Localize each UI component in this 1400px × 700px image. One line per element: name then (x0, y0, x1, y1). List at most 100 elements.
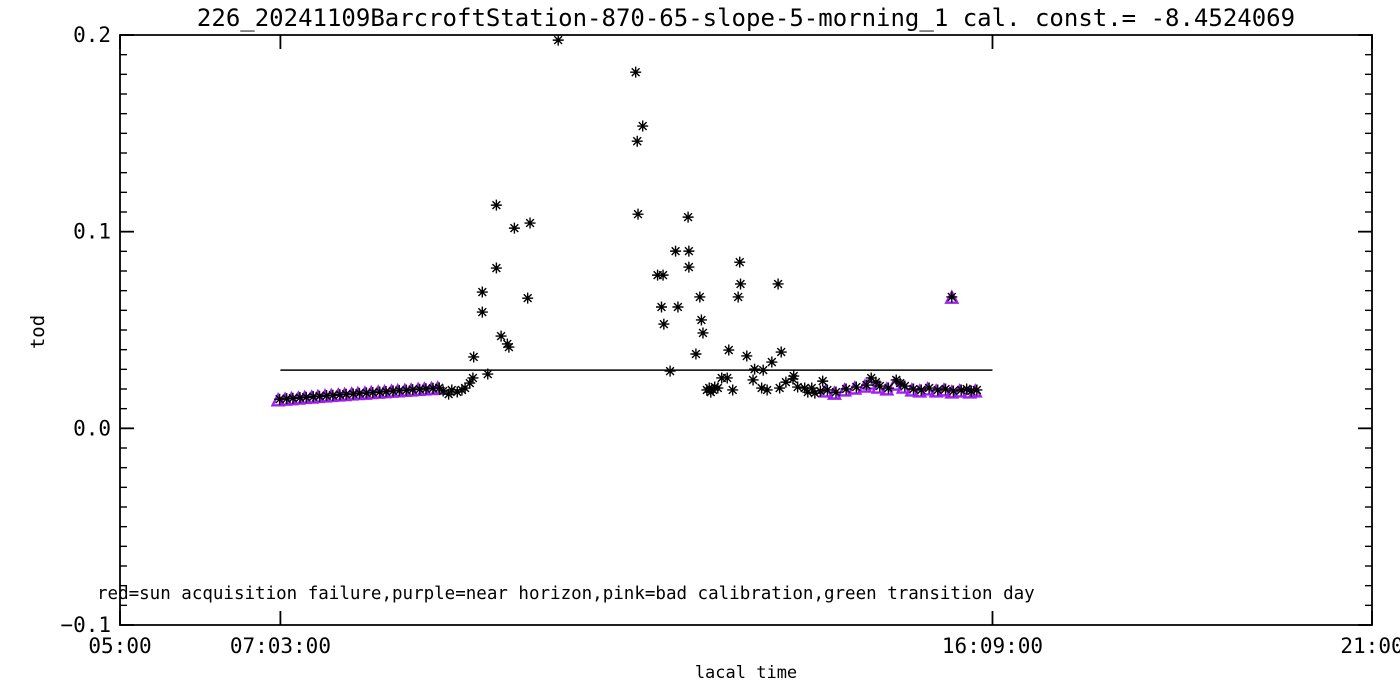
data-point-asterisk (840, 383, 852, 395)
data-point-asterisk (870, 376, 882, 388)
data-point-asterisk (915, 384, 927, 396)
data-point-asterisk (775, 346, 787, 358)
data-point-asterisk (761, 384, 773, 396)
data-point-asterisk (630, 66, 642, 78)
data-point-asterisk (347, 388, 359, 400)
data-point-asterisk (467, 372, 479, 384)
data-point-asterisk (882, 382, 894, 394)
data-point-asterisk (772, 278, 784, 290)
x-tick-label: 05:00 (88, 634, 151, 658)
data-point-asterisk (414, 383, 426, 395)
data-point-asterisk (340, 388, 352, 400)
x-tick-label: 07:03:00 (230, 634, 331, 658)
data-point-asterisk (501, 338, 513, 350)
data-point-asterisk (683, 261, 695, 273)
x-axis-ticks (119, 35, 1373, 625)
y-tick-label: 0.0 (73, 416, 111, 440)
data-point-asterisk (821, 384, 833, 396)
data-point-asterisk (314, 390, 326, 402)
data-point-asterisk (476, 286, 488, 298)
data-point-asterisk (721, 372, 733, 384)
data-point-asterisk (393, 385, 405, 397)
data-point-asterisk (747, 374, 759, 386)
data-point-asterisk (490, 262, 502, 274)
data-point-asterisk (655, 301, 667, 313)
data-point-asterisk (923, 382, 935, 394)
data-point-asterisk (407, 384, 419, 396)
data-point-asterisk (727, 384, 739, 396)
data-point-asterisk (400, 384, 412, 396)
data-point-asterisk (971, 384, 983, 396)
data-point-asterisk (792, 381, 804, 393)
data-point-asterisk (459, 382, 471, 394)
plot-frame (119, 34, 1373, 626)
data-point-asterisk (961, 383, 973, 395)
data-point-asterisk (874, 380, 886, 392)
data-point-asterisk (694, 291, 706, 303)
data-point-asterisk (658, 318, 670, 330)
data-point-asterisk (300, 391, 312, 403)
data-point-asterisk (524, 217, 536, 229)
data-point-asterisk (965, 385, 977, 397)
data-point-asterisk (456, 384, 468, 396)
data-point-asterisk (287, 392, 299, 404)
y-tick-label: −0.1 (60, 613, 111, 637)
y-tick-label: 0.1 (73, 220, 111, 244)
data-point-asterisk (637, 120, 649, 132)
data-point-asterisk (734, 256, 746, 268)
data-point-asterisk (683, 245, 695, 257)
axes-box (119, 34, 1373, 626)
data-point-asterisk (799, 382, 811, 394)
data-point-asterisk (955, 384, 967, 396)
data-point-asterisk (865, 372, 877, 384)
y-axis-label: tod (27, 315, 49, 349)
data-point-asterisk (861, 379, 873, 391)
x-tick-label: 16:09:00 (942, 634, 1043, 658)
data-point-asterisk (695, 314, 707, 326)
data-point-asterisk (850, 381, 862, 393)
data-point-asterisk (672, 301, 684, 313)
data-point-asterisk (690, 348, 702, 360)
data-point-asterisk (552, 34, 564, 46)
data-point-asterisk (468, 351, 480, 363)
data-point-asterisk (294, 392, 306, 404)
data-point-asterisk (464, 377, 476, 389)
near-horizon-points-series (270, 289, 983, 407)
data-point-asterisk (682, 211, 694, 223)
data-point-asterisk (522, 292, 534, 304)
data-point-asterisk (907, 383, 919, 395)
data-point-asterisk (756, 382, 768, 394)
data-point-asterisk (353, 387, 365, 399)
data-point-asterisk (705, 386, 717, 398)
x-axis-label: lacal time (695, 663, 797, 683)
data-point-asterisk (802, 386, 814, 398)
data-point-asterisk (814, 385, 826, 397)
data-point-asterisk (780, 376, 792, 388)
data-point-asterisk (749, 363, 761, 375)
data-point-asterisk (482, 368, 494, 380)
data-point-asterisk (631, 135, 643, 147)
data-point-asterisk (327, 389, 339, 401)
data-point-asterisk (374, 386, 386, 398)
y-tick-label: 0.2 (73, 23, 111, 47)
data-point-asterisk (664, 365, 676, 377)
data-point-asterisk (806, 382, 818, 394)
data-point-asterisk (830, 386, 842, 398)
data-point-asterisk (709, 381, 721, 393)
data-point-asterisk (788, 370, 800, 382)
data-point-asterisk (360, 387, 372, 399)
data-point-asterisk (387, 385, 399, 397)
data-point-asterisk (334, 389, 346, 401)
data-point-asterisk (476, 306, 488, 318)
data-point-asterisk (723, 344, 735, 356)
data-point-asterisk (437, 385, 449, 397)
data-point-asterisk (712, 382, 724, 394)
data-point-asterisk (443, 388, 455, 400)
data-point-asterisk (774, 382, 786, 394)
data-point-asterisk (670, 245, 682, 257)
data-point-asterisk (932, 384, 944, 396)
data-point-asterisk (940, 383, 952, 395)
data-point-asterisk (632, 208, 644, 220)
data-point-asterisk (508, 222, 520, 234)
